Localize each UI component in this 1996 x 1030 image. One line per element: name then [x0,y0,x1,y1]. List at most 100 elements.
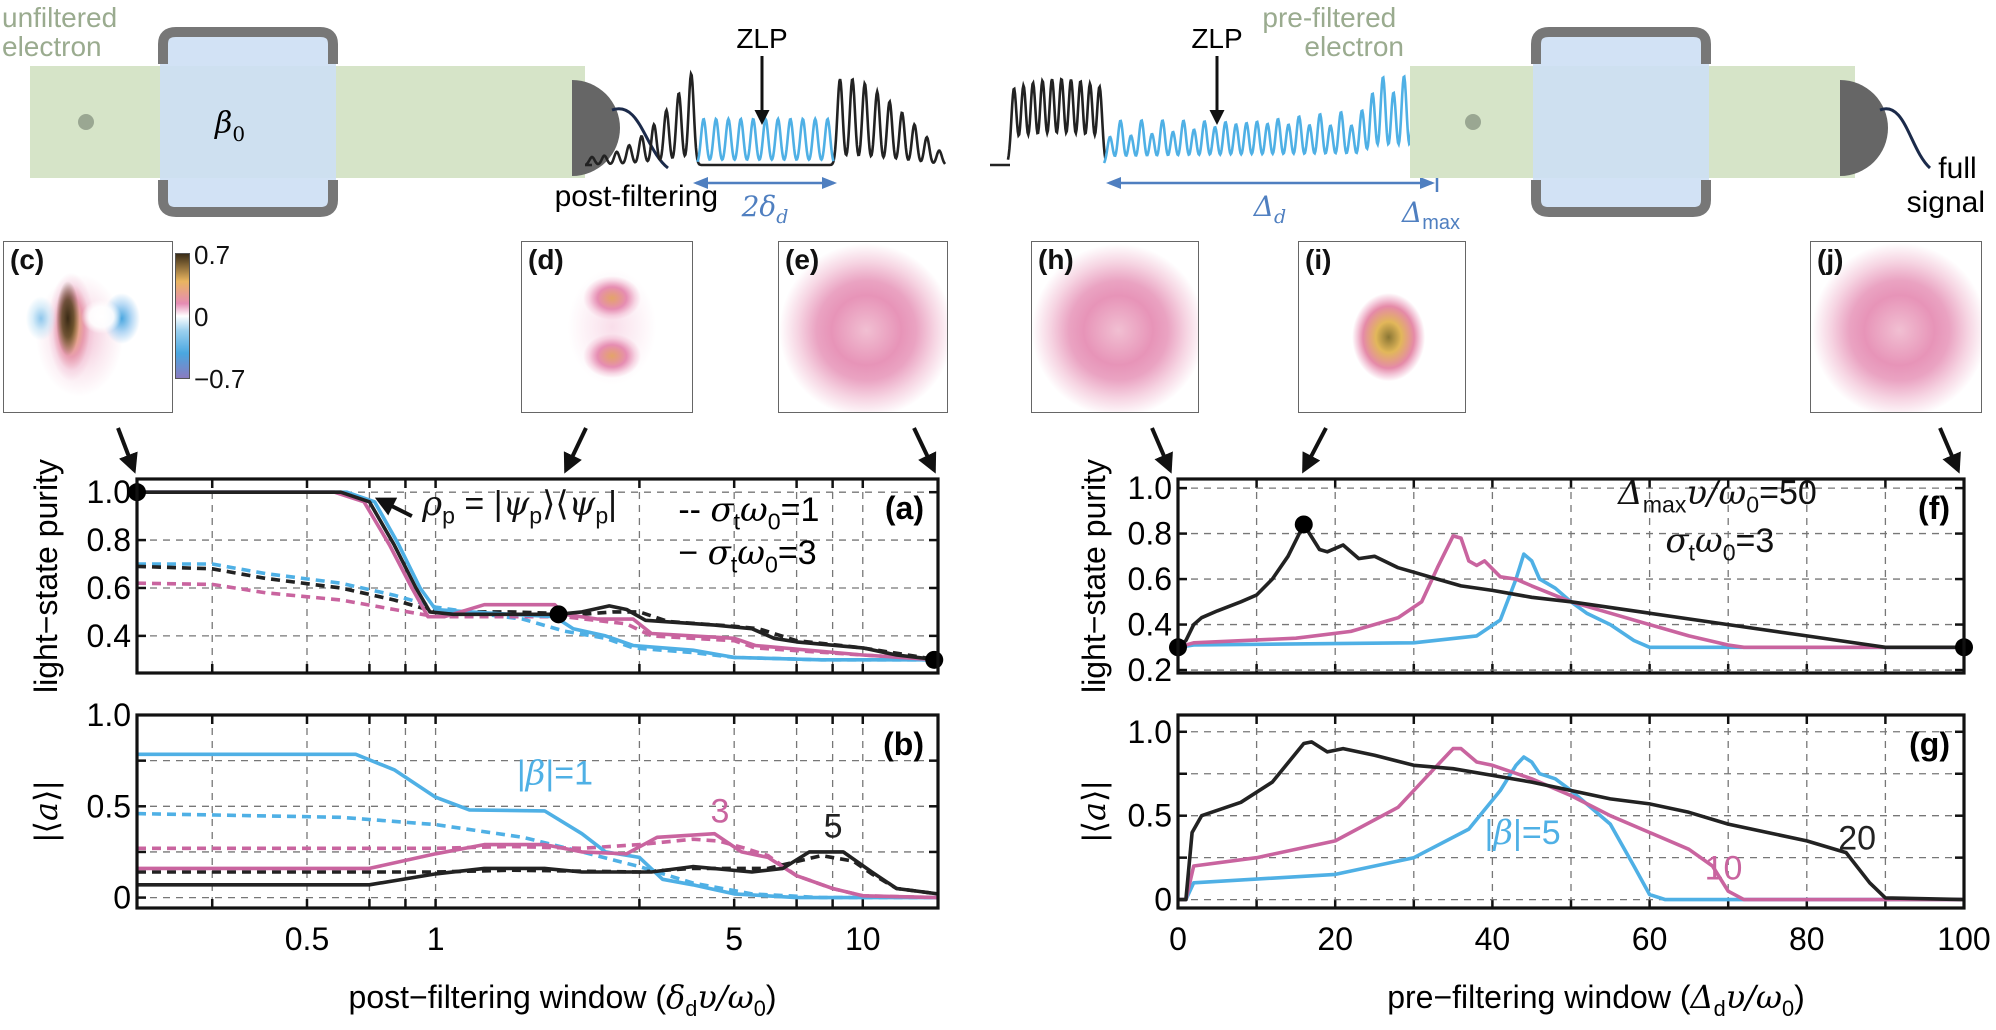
cavity [160,36,336,208]
legend-entry-dashed: -- σtω0=1 [678,490,819,535]
pure-state-arrow [374,497,413,518]
text-segment: ω [737,533,765,573]
spectrum-peaks [1006,76,1107,160]
marker-point [1294,515,1313,534]
text-segment: pre−filtering window ( [1387,979,1691,1015]
spectrum-peaks [585,69,947,167]
x-tick-label: 1 [427,921,445,957]
text-segment: σ [708,533,732,573]
text-segment: =1 [781,491,820,529]
series-line-solid-beta-3 [137,831,938,900]
curve-annotation: 5 [824,807,843,845]
spectrum-peaks [1102,74,1433,164]
x-tick-label: 60 [1632,921,1668,957]
y-tick-label: 0.8 [87,522,131,558]
energy-spectrum-pre [990,74,1433,167]
series-group [137,490,938,662]
text-segment: 0 [1723,539,1736,565]
text-segment: t [731,552,738,578]
text-segment: light−state purity [1076,459,1112,693]
y-tick-label: 0 [1154,882,1172,918]
text-segment: 0 [1782,996,1794,1021]
y-tick-label: 0.5 [1128,798,1172,834]
text-segment: δ [666,978,685,1016]
series-line-solid-beta-5 [137,850,938,896]
series-line-solid-beta-5 [1178,755,1964,902]
chart-a: 1.00.80.60.4(a)light−state purity -- σtω0… [28,459,944,693]
chart-g: 1.00.500 20 40 60 80 100(g)|⟨a⟩|pre−filtering… [1075,713,1991,1021]
wigner-function-d [522,242,692,412]
inset-label: (h) [1038,244,1074,275]
curve-annotation: 10 [1705,849,1743,887]
arrow-d [563,427,588,474]
plot-frame [135,713,940,910]
y-axis-title: |⟨a⟩| [27,781,65,842]
post-filtering-schematic: unfiltered electron β0 ZLP post-filterin… [2,2,947,228]
full-signal-label: full signal [1907,152,1985,219]
chart-b: 1.0 0.5 0 0.5 1 5 10 (b) |⟨a⟩| post−filtering win… [27,697,940,1021]
text-segment: =3 [778,534,817,572]
marker-point [549,605,568,624]
energy-spectrum-post [585,69,947,167]
text-segment: p [442,502,455,528]
cavity-mirror-top [158,27,338,64]
detector-icon-right [1840,80,1888,176]
curve-annotation: ρp = |ψp⟩⟨ψp| [421,484,617,529]
series-group [1178,522,1964,650]
wigner-function-h [1032,242,1198,412]
series-line-solid-beta-5 [137,490,938,662]
text-segment: σ [1665,521,1689,561]
inset-label: (d) [528,244,564,275]
y-axis-title: |⟨a⟩| [1075,781,1113,842]
text-segment: |=1 [545,754,593,792]
wigner-function-e [779,242,947,412]
text-segment: Δ [1616,473,1643,513]
colorbar-max-label: 0.7 [194,240,231,270]
inset-c: (c) [3,241,173,413]
zlp-label-left: ZLP [736,23,787,54]
text-segment: β [524,753,546,793]
text-segment: υ/ω [1686,473,1746,513]
beta0-label: β0 [214,106,245,146]
text-segment: =3 [1736,522,1775,560]
zlp-label-right: ZLP [1191,23,1242,54]
inset-j: (j) [1810,241,1982,413]
curve-annotation: σtω0=3 [1665,521,1774,566]
x-axis-title: post−filtering window (δdυ/ω0) [349,978,777,1021]
wigner-function-j [1811,242,1981,412]
x-tick-label: 0.5 [285,921,329,957]
curve-annotation: 20 [1838,819,1876,857]
legend-entry-solid: − σtω0=3 [678,533,816,578]
text-segment: 0 [1746,492,1759,518]
text-segment: a [1075,802,1113,821]
detector-icon [572,80,620,176]
text-segment: ⟩| [1076,781,1112,802]
wigner-function-i [1299,242,1465,412]
text-segment: Δ [1688,978,1713,1016]
text-segment: a [27,802,65,821]
chart-f: 1.0 0.8 0.6 0.4 0.2 (f) light−state purity Δmax… [1076,459,1973,693]
y-tick-label: 1.0 [1128,714,1172,750]
text-segment: ⟩⟨ [542,485,569,523]
text-segment: ⟩| [28,781,64,802]
text-segment: − [678,534,707,572]
x-tick-label: 10 [845,921,881,957]
x-axis-title: pre−filtering window (Δdυ/ω0) [1387,978,1805,1021]
inset-e: (e) [778,241,948,413]
text-segment: ω [1695,521,1723,561]
arrow-i [1302,427,1328,474]
text-segment: t [734,508,741,534]
text-segment: |⟨ [1076,821,1112,842]
arrow-h [1150,427,1173,474]
y-tick-label: 1.0 [87,697,131,733]
wigner-function-c [4,242,172,412]
x-tick-label: 100 [1937,921,1990,957]
detector-wire-right [1879,107,1932,170]
series-line-dashed-beta-5 [137,853,938,896]
y-tick-label: 1.0 [1128,470,1172,506]
curve-annotation: 3 [710,793,729,831]
inset-d: (d) [521,241,693,413]
cavity-mirror-bottom-right [1531,180,1711,217]
text-segment: υ/ω [1726,978,1782,1016]
